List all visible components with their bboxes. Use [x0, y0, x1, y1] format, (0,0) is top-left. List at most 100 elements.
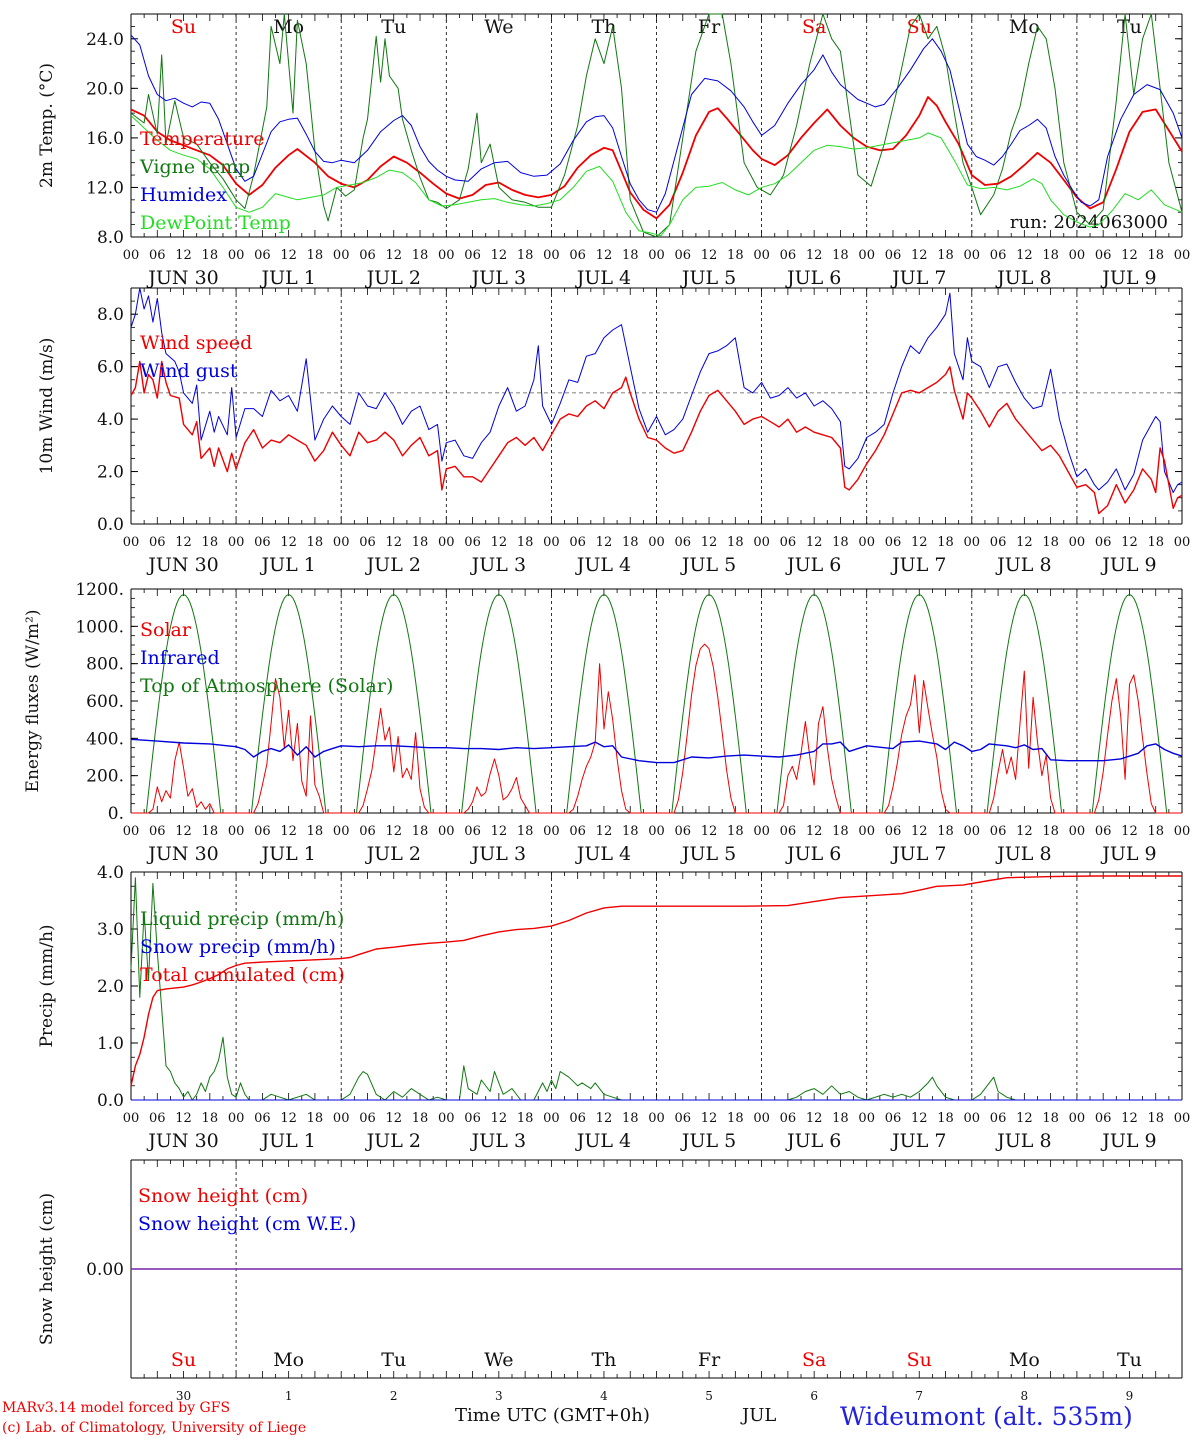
bottom-weekday-label: We: [484, 1349, 513, 1371]
date-label: JUN 30: [146, 843, 218, 865]
date-label: JUL 7: [890, 1130, 946, 1152]
hour-tick-label: 06: [990, 1111, 1007, 1126]
weekday-label: Tu: [381, 16, 406, 38]
hour-tick-label: 12: [491, 824, 508, 839]
y-axis-label: 2m Temp. (°C): [37, 63, 57, 188]
bottom-weekday-label: Fr: [698, 1349, 721, 1371]
hour-tick-label: 06: [464, 248, 481, 263]
hour-tick-label: 18: [307, 1111, 324, 1126]
bottom-day-number: 8: [1021, 1389, 1029, 1403]
hour-tick-label: 12: [701, 248, 718, 263]
hour-tick-label: 18: [1042, 248, 1059, 263]
hour-tick-label: 12: [806, 248, 823, 263]
hour-tick-label: 00: [648, 535, 665, 550]
hour-tick-label: 00: [964, 824, 981, 839]
bottom-day-number: 4: [600, 1389, 608, 1403]
hour-tick-label: 12: [1121, 535, 1138, 550]
y-axis-label: Energy fluxes (W/m²): [23, 610, 43, 793]
y-tick-label: 1200.: [75, 580, 124, 600]
bottom-day-number: 9: [1126, 1389, 1134, 1403]
hour-tick-label: 18: [202, 1111, 219, 1126]
hour-tick-label: 12: [175, 1111, 192, 1126]
hour-tick-label: 06: [359, 535, 376, 550]
bottom-day-number: 7: [915, 1389, 923, 1403]
hour-tick-label: 00: [1069, 535, 1086, 550]
hour-tick-label: 06: [885, 535, 902, 550]
date-label: JUL 5: [680, 1130, 736, 1152]
hour-tick-label: 18: [1147, 824, 1164, 839]
bottom-day-number: 6: [810, 1389, 818, 1403]
hour-tick-label: 06: [359, 824, 376, 839]
hour-tick-label: 00: [1174, 248, 1191, 263]
date-label: JUL 9: [1100, 267, 1156, 289]
hour-tick-label: 18: [832, 535, 849, 550]
hour-tick-label: 00: [333, 248, 350, 263]
bottom-weekday-label: Tu: [1117, 1349, 1142, 1371]
hour-tick-label: 12: [596, 1111, 613, 1126]
legend-label: Snow height (cm W.E.): [138, 1213, 356, 1235]
hour-tick-label: 00: [333, 824, 350, 839]
hour-tick-label: 18: [832, 1111, 849, 1126]
bottom-weekday-label: Tu: [381, 1349, 406, 1371]
series-line-wind-speed: [130, 360, 1183, 515]
hour-tick-label: 12: [385, 535, 402, 550]
weekday-label: Th: [591, 16, 616, 38]
legend-label: DewPoint Temp: [140, 212, 291, 234]
hour-tick-label: 12: [1016, 248, 1033, 263]
date-label: JUL 7: [890, 554, 946, 576]
hour-tick-label: 00: [123, 248, 140, 263]
y-tick-label: 200.: [86, 767, 124, 787]
hour-tick-label: 12: [280, 248, 297, 263]
hour-tick-label: 18: [307, 248, 324, 263]
y-tick-label: 20.0: [86, 79, 124, 99]
date-label: JUL 4: [575, 1130, 631, 1152]
date-label: JUL 4: [575, 554, 631, 576]
hour-tick-label: 06: [359, 248, 376, 263]
series-line-humidex: [130, 34, 1183, 213]
hour-tick-label: 12: [701, 824, 718, 839]
hour-tick-label: 12: [175, 535, 192, 550]
hour-tick-label: 12: [175, 248, 192, 263]
hour-tick-label: 06: [149, 824, 166, 839]
bottom-weekday-label: Su: [907, 1349, 932, 1371]
hour-tick-label: 12: [596, 535, 613, 550]
hour-tick-label: 06: [1095, 248, 1112, 263]
hour-tick-label: 06: [359, 1111, 376, 1126]
hour-tick-label: 18: [1147, 535, 1164, 550]
hour-tick-label: 06: [569, 535, 586, 550]
hour-tick-label: 12: [1121, 248, 1138, 263]
hour-tick-label: 18: [412, 248, 429, 263]
hour-tick-label: 18: [727, 824, 744, 839]
hour-tick-label: 06: [254, 1111, 271, 1126]
hour-tick-label: 00: [1174, 535, 1191, 550]
hour-tick-label: 18: [727, 535, 744, 550]
hour-tick-label: 00: [648, 824, 665, 839]
hour-tick-label: 12: [596, 824, 613, 839]
series-line-vigne-temp: [130, 13, 1183, 238]
date-label: JUL 2: [365, 554, 421, 576]
hour-tick-label: 12: [280, 535, 297, 550]
date-label: JUN 30: [146, 554, 218, 576]
hour-tick-label: 00: [228, 1111, 245, 1126]
hour-tick-label: 00: [543, 1111, 560, 1126]
hour-tick-label: 00: [228, 535, 245, 550]
hour-tick-label: 06: [780, 1111, 797, 1126]
series-line-wind-gust: [130, 287, 1183, 493]
bottom-weekday-label: Sa: [802, 1349, 826, 1371]
hour-tick-label: 12: [911, 1111, 928, 1126]
station-title: Wideumont (alt. 535m): [840, 1402, 1133, 1431]
legend-label: Temperature: [140, 128, 264, 150]
hour-tick-label: 00: [1069, 824, 1086, 839]
hour-tick-label: 12: [1121, 1111, 1138, 1126]
hour-tick-label: 00: [228, 248, 245, 263]
hour-tick-label: 00: [1069, 1111, 1086, 1126]
date-label: JUL 5: [680, 267, 736, 289]
hour-tick-label: 06: [254, 824, 271, 839]
hour-tick-label: 12: [806, 824, 823, 839]
hour-tick-label: 18: [517, 535, 534, 550]
date-label: JUL 9: [1100, 554, 1156, 576]
hour-tick-label: 12: [1121, 824, 1138, 839]
date-label: JUL 7: [890, 267, 946, 289]
hour-tick-label: 00: [753, 535, 770, 550]
date-label: JUL 6: [785, 554, 841, 576]
